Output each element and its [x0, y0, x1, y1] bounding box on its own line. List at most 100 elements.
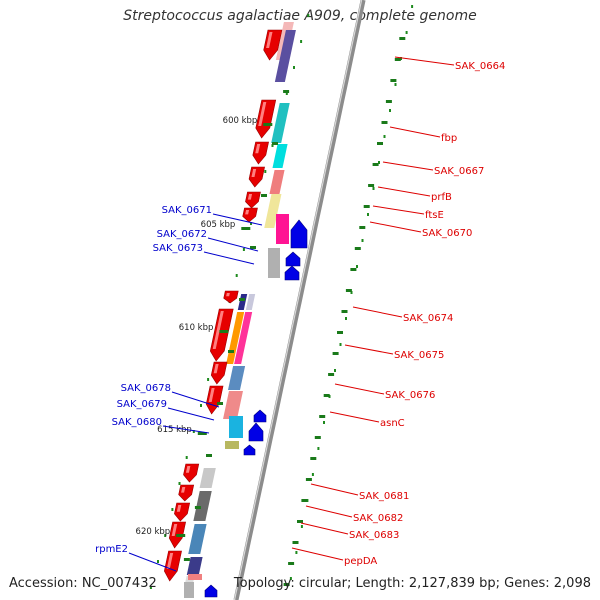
gene-label-forward[interactable]: SAK_0670 — [422, 228, 472, 239]
forward-cds-arrow-shape — [255, 99, 277, 139]
gene-label-reverse[interactable]: SAK_0672 — [157, 229, 207, 240]
reverse-cds-arrow-shape — [284, 265, 300, 281]
cog-block — [274, 30, 296, 82]
gene-label-reverse[interactable]: SAK_0680 — [112, 417, 162, 428]
gene-leader-reverse — [207, 237, 259, 252]
scale-tick — [219, 330, 229, 333]
minor-tick — [323, 394, 330, 397]
minor-tick — [359, 226, 366, 229]
forward-cds-arrow-shape — [174, 502, 191, 522]
gene-label-reverse[interactable]: SAK_0678 — [121, 383, 171, 394]
cog-block — [269, 170, 285, 194]
gc-dot-inner — [323, 421, 325, 424]
gene-label-forward[interactable]: pepDA — [344, 556, 377, 567]
reverse-cds-arrow-shape — [285, 251, 301, 267]
minor-tick — [381, 121, 388, 124]
gene-label-forward[interactable]: SAK_0667 — [434, 166, 484, 177]
forward-cds-arrow-shine — [171, 524, 178, 536]
accession-text: Accession: NC_007432 — [9, 576, 157, 591]
gene-label-forward[interactable]: SAK_0675 — [394, 350, 444, 361]
gc-dot-outer — [307, 14, 310, 17]
forward-cds-arrow-shine — [208, 388, 215, 402]
gene-label-reverse[interactable]: SAK_0673 — [153, 243, 203, 254]
minor-tick — [368, 184, 375, 187]
gene-label-forward[interactable]: SAK_0676 — [385, 390, 435, 401]
gene-label-forward[interactable]: SAK_0683 — [349, 530, 399, 541]
scale-tick — [263, 123, 273, 126]
cog-block-reverse — [229, 416, 243, 438]
forward-cds-arrow-shape — [205, 385, 224, 415]
cog-block — [186, 557, 203, 575]
forward-cds-arrow-shine — [181, 487, 186, 493]
minor-tick — [217, 402, 223, 405]
minor-tick — [314, 436, 321, 439]
gene-label-forward[interactable]: fbp — [441, 133, 457, 144]
forward-cds-arrow — [205, 385, 224, 415]
gene-label-forward[interactable]: asnC — [380, 418, 405, 429]
gc-dot-outer — [264, 170, 267, 173]
cog-block — [264, 194, 282, 228]
genome-title: Streptococcus agalactiae A909, complete … — [123, 8, 477, 24]
gene-leader-forward — [372, 205, 425, 215]
scale-label: 610 kbp — [179, 323, 214, 333]
forward-cds-arrow-shine — [247, 194, 253, 200]
gc-dot-inner — [400, 57, 402, 60]
minor-tick — [283, 583, 290, 586]
forward-cds-arrow — [174, 502, 191, 522]
gene-label-forward[interactable]: SAK_0682 — [353, 513, 403, 524]
gc-dot-inner — [378, 161, 380, 164]
gene-leader-forward — [382, 161, 434, 171]
gc-dot-inner — [300, 525, 303, 528]
gc-dot-inner — [405, 31, 408, 34]
forward-cds-arrow — [252, 141, 269, 165]
gc-dot-inner — [339, 343, 342, 346]
minor-tick — [305, 478, 312, 481]
gene-leader-forward — [291, 547, 344, 561]
scale-tick — [176, 534, 186, 537]
reverse-cds-arrow-shape — [248, 422, 264, 442]
cog-block-reverse — [268, 248, 280, 278]
cog-block — [199, 468, 216, 488]
gc-dot-outer — [293, 66, 295, 69]
reverse-cds-arrow-shape — [290, 219, 308, 249]
gene-leader-forward — [389, 126, 441, 138]
gene-label-forward[interactable]: ftsE — [425, 210, 444, 221]
forward-cds-arrow-shape — [242, 207, 258, 223]
gene-label-reverse[interactable]: SAK_0679 — [117, 399, 167, 410]
gene-label-reverse[interactable]: SAK_0671 — [162, 205, 212, 216]
minor-tick — [394, 58, 401, 61]
gene-leader-forward — [377, 186, 431, 197]
minor-tick — [390, 79, 397, 82]
cog-color-blocks — [184, 22, 296, 598]
gene-label-forward[interactable]: SAK_0681 — [359, 491, 409, 502]
gc-dot-outer — [149, 586, 152, 589]
backbone-line — [233, 0, 366, 600]
forward-cds-arrow-shine — [245, 210, 250, 215]
scale-label: 615 kbp — [157, 425, 192, 435]
minor-tick — [350, 268, 357, 271]
minor-tick — [301, 499, 308, 502]
forward-cds-arrow — [183, 463, 200, 483]
gene-label-forward[interactable]: SAK_0674 — [403, 313, 453, 324]
minor-tick — [288, 562, 295, 565]
gene-label-forward[interactable]: prfB — [431, 192, 452, 203]
gene-leader-reverse — [212, 213, 263, 226]
genome-backbone — [233, 0, 366, 600]
minor-tick — [194, 506, 201, 509]
gc-dot-outer — [235, 274, 238, 277]
minor-tick — [261, 194, 267, 197]
minor-tick — [399, 37, 406, 40]
gc-dot-outer — [171, 508, 174, 511]
gc-dot-inner — [411, 5, 414, 8]
reverse-cds-arrow — [290, 219, 308, 249]
minor-tick — [206, 454, 212, 457]
gene-label-reverse[interactable]: rpmE2 — [95, 544, 128, 555]
forward-cds-arrow-shine — [176, 505, 182, 512]
cog-block — [245, 294, 256, 310]
reverse-cds-arrow — [243, 444, 256, 456]
gene-label-forward[interactable]: SAK_0664 — [455, 61, 505, 72]
cog-block-reverse — [184, 582, 194, 598]
gc-dot-outer — [300, 40, 303, 43]
